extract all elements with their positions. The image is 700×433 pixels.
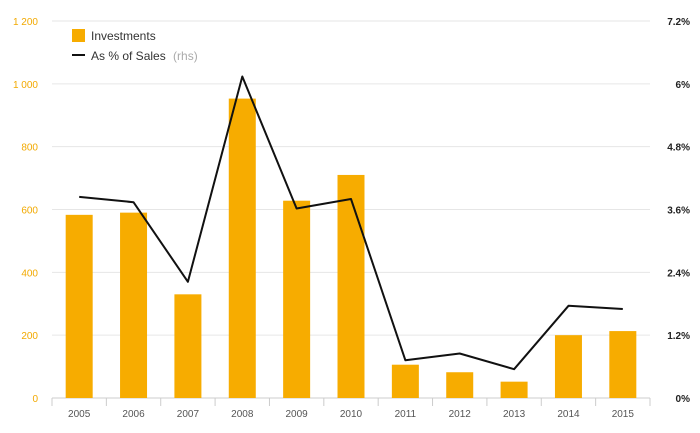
right-y-axis: 0% 1.2% 2.4% 3.6% 4.8% 6% 7.2%: [667, 17, 690, 405]
right-tick-label: 7.2%: [667, 17, 690, 28]
x-tick-label: 2006: [122, 409, 145, 420]
left-tick-label: 1 200: [13, 17, 38, 28]
x-tick-label: 2008: [231, 409, 254, 420]
legend-bar-swatch: [72, 29, 85, 42]
bar-investments-2008: [228, 98, 256, 398]
left-tick-label: 800: [21, 143, 38, 154]
legend-bar-label: Investments: [91, 29, 156, 43]
bar-investments-2011: [391, 364, 419, 398]
x-tick-label: 2009: [286, 409, 309, 420]
percent-of-sales-line: [79, 75, 623, 371]
bar-investments-2014: [554, 335, 582, 398]
left-y-axis: 0 200 400 600 800 1 000 1 200: [13, 17, 38, 405]
x-tick-label: 2007: [177, 409, 200, 420]
left-tick-label: 0: [32, 394, 38, 405]
x-tick-label: 2014: [557, 409, 580, 420]
bar-investments-2006: [120, 212, 148, 398]
bar-investments-2009: [283, 200, 311, 398]
right-tick-label: 6%: [676, 80, 691, 91]
bar-investments-2012: [446, 372, 474, 398]
bar-investments-2005: [65, 214, 93, 398]
right-tick-label: 4.8%: [667, 143, 690, 154]
x-axis: 2005 2006 2007 2008 2009 2010 2011 2012 2013 2014…: [68, 409, 634, 420]
bar-investments-2015: [609, 331, 637, 398]
x-tick-label: 2015: [612, 409, 635, 420]
x-tick-label: 2012: [449, 409, 472, 420]
left-tick-label: 1 000: [13, 80, 38, 91]
bar-investments-2013: [500, 381, 528, 398]
right-tick-label: 0%: [676, 394, 691, 405]
left-tick-label: 600: [21, 206, 38, 217]
legend-line-note: (rhs): [173, 49, 198, 63]
bar-investments-2007: [174, 294, 202, 398]
bar-investments-2010: [337, 174, 365, 398]
bars: [65, 98, 637, 398]
x-tick-label: 2010: [340, 409, 363, 420]
x-axis-dividers: [51, 398, 651, 406]
left-tick-label: 400: [21, 268, 38, 279]
right-tick-label: 1.2%: [667, 331, 690, 342]
x-tick-label: 2005: [68, 409, 91, 420]
right-tick-label: 3.6%: [667, 206, 690, 217]
legend: Investments As % of Sales (rhs): [72, 29, 198, 63]
right-tick-label: 2.4%: [667, 268, 690, 279]
x-tick-label: 2011: [395, 409, 417, 420]
legend-line-label: As % of Sales (rhs): [91, 49, 198, 63]
legend-line-label-main: As % of Sales: [91, 49, 166, 63]
left-tick-label: 200: [21, 331, 38, 342]
x-tick-label: 2013: [503, 409, 526, 420]
